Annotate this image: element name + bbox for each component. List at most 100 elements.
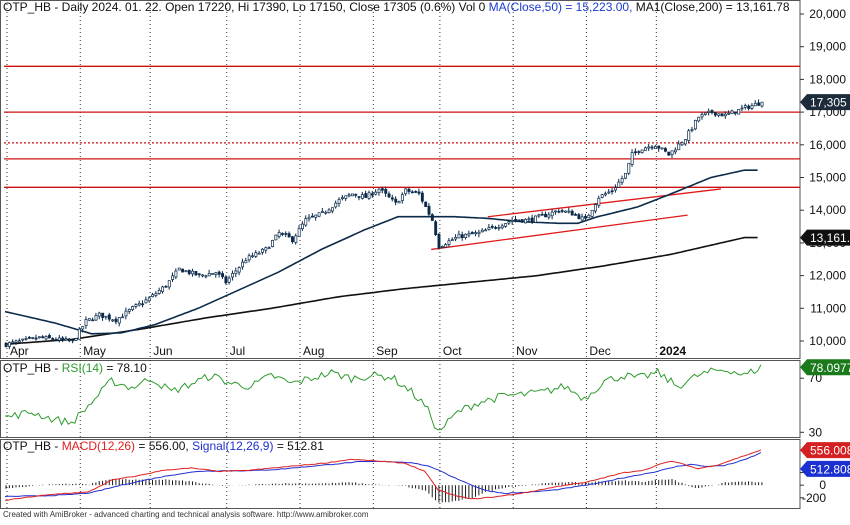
candle-body <box>380 188 384 191</box>
candle-body <box>374 191 378 195</box>
rsi-title-name: RSI(14) <box>62 361 103 375</box>
candle-body <box>157 290 161 294</box>
rsi-ytick-label: 30 <box>809 425 823 439</box>
candle-body <box>384 189 388 194</box>
price-ytick-label: 11,000 <box>810 301 846 315</box>
candle-body <box>594 204 597 212</box>
candle-body <box>317 212 321 217</box>
candle-body <box>211 273 215 275</box>
candle-body <box>31 337 35 339</box>
candle-body <box>470 231 474 235</box>
price-ytick-label: 12,000 <box>809 269 846 283</box>
candle-body <box>304 218 308 226</box>
candle-body <box>494 227 498 229</box>
candle-body <box>77 328 81 340</box>
candle-body <box>614 187 617 191</box>
rsi-panel <box>0 360 801 438</box>
candle-body <box>251 255 254 258</box>
candle-body <box>314 214 318 218</box>
candle-body <box>24 338 28 340</box>
rsi-title-value: = 78.10 <box>103 361 147 375</box>
macd-title: OTP_HB - MACD(12,26) = 556.00, Signal(12… <box>3 439 324 453</box>
candle-body <box>733 111 737 114</box>
rsi-value-badge-label: 78.0977 <box>810 361 850 375</box>
candle-body <box>274 234 278 241</box>
candle-body <box>430 214 434 221</box>
candle-body <box>134 304 138 307</box>
candle-body <box>387 193 391 198</box>
rsi-line <box>4 364 762 431</box>
candle-body <box>254 252 258 257</box>
candle-body <box>360 194 364 199</box>
candle-body <box>520 219 524 223</box>
candle-body <box>297 228 301 237</box>
macd-title-name: MACD(12,26) <box>62 439 135 453</box>
candle-body <box>327 209 331 214</box>
candle-body <box>321 211 324 213</box>
candle-body <box>181 268 185 273</box>
candle-body <box>111 319 115 322</box>
candle-body <box>347 194 351 197</box>
candle-body <box>457 233 461 239</box>
candle-body <box>517 219 521 222</box>
candle-body <box>550 211 554 217</box>
candle-body <box>284 233 288 235</box>
candle-body <box>257 252 261 255</box>
candle-body <box>447 240 451 245</box>
price-title-ma50: MA(Close,50) = 15,223.00, <box>489 0 636 14</box>
month-label: 2024 <box>659 344 686 358</box>
candle-body <box>640 149 644 153</box>
month-label: Dec <box>589 344 610 358</box>
candle-body <box>311 215 314 218</box>
candle-body <box>460 234 464 238</box>
macd-ytick-label: -200 <box>802 491 826 505</box>
candle-body <box>574 213 577 216</box>
candle-body <box>653 146 657 150</box>
candle-body <box>201 274 205 277</box>
candle-body <box>440 246 444 248</box>
candle-body <box>454 237 458 240</box>
candle-body <box>657 145 661 149</box>
candle-body <box>670 150 674 156</box>
candle-body <box>480 229 484 233</box>
macd-title-value: = 556.00, <box>135 439 192 453</box>
candle-body <box>324 211 328 214</box>
candle-body <box>510 219 514 222</box>
candle-body <box>560 210 564 212</box>
candle-body <box>191 270 195 275</box>
candle-body <box>507 221 511 224</box>
candle-body <box>487 227 491 230</box>
candle-body <box>417 191 421 194</box>
candle-body <box>71 339 75 342</box>
candle-body <box>330 207 334 212</box>
candle-body <box>514 219 518 221</box>
candle-body <box>4 342 8 347</box>
candle-body <box>204 275 208 278</box>
candle-body <box>394 198 398 203</box>
candle-body <box>690 128 694 131</box>
rsi-title: OTP_HB - RSI(14) = 78.10 <box>3 361 147 375</box>
candle-body <box>337 199 341 204</box>
candle-body <box>620 178 624 183</box>
candle-body <box>544 213 548 218</box>
candle-body <box>497 226 501 229</box>
candle-body <box>74 338 78 341</box>
last-close-badge <box>800 94 850 111</box>
price-ytick-label: 10,000 <box>809 334 846 348</box>
candle-body <box>37 336 41 339</box>
candle-body <box>227 277 231 283</box>
candle-body <box>357 196 361 198</box>
candle-body <box>717 113 721 116</box>
candle-body <box>187 269 191 275</box>
macd-ytick-label: 0 <box>819 478 826 492</box>
candle-body <box>600 194 604 198</box>
candle-body <box>197 273 201 276</box>
candle-body <box>627 162 631 174</box>
candle-body <box>710 110 714 113</box>
price-ytick-label: 19,000 <box>809 40 846 54</box>
rsi-title-prefix: OTP_HB - <box>3 361 62 375</box>
month-label: May <box>83 344 106 358</box>
macd-line <box>4 449 762 501</box>
